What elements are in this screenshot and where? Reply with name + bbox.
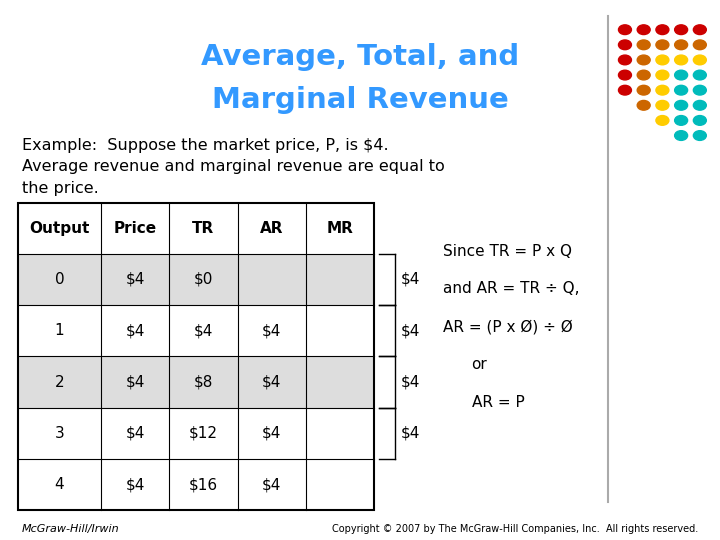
Text: $16: $16 [189,477,218,492]
Circle shape [656,100,669,110]
Circle shape [656,116,669,125]
Text: 4: 4 [55,477,64,492]
Text: MR: MR [327,221,354,235]
Circle shape [675,85,688,95]
Circle shape [637,40,650,50]
Circle shape [637,100,650,110]
Circle shape [618,70,631,80]
Text: $4: $4 [400,426,420,441]
Circle shape [675,131,688,140]
Text: $4: $4 [262,477,282,492]
Circle shape [693,40,706,50]
Text: $4: $4 [262,323,282,338]
Circle shape [656,55,669,65]
Text: and AR = TR ÷ Q,: and AR = TR ÷ Q, [443,281,580,296]
Circle shape [693,131,706,140]
Circle shape [618,85,631,95]
Text: $4: $4 [400,323,420,338]
Text: $4: $4 [400,272,420,287]
Text: TR: TR [192,221,215,235]
Circle shape [637,55,650,65]
Circle shape [693,100,706,110]
Text: $4: $4 [125,426,145,441]
Text: McGraw-Hill/Irwin: McGraw-Hill/Irwin [22,523,120,534]
Text: $12: $12 [189,426,218,441]
Circle shape [656,25,669,35]
Text: AR: AR [260,221,284,235]
Text: 1: 1 [55,323,64,338]
Bar [18,254,374,305]
Circle shape [637,70,650,80]
Text: $4: $4 [125,272,145,287]
Circle shape [675,116,688,125]
Text: $4: $4 [400,375,420,389]
Text: 2: 2 [55,375,64,389]
Circle shape [618,25,631,35]
Circle shape [637,85,650,95]
Text: Example:  Suppose the market price, P, is $4.: Example: Suppose the market price, P, is… [22,138,388,153]
Text: Output: Output [30,221,89,235]
Text: $8: $8 [194,375,213,389]
Text: AR = P: AR = P [472,395,524,410]
Text: Since TR = P x Q: Since TR = P x Q [443,244,572,259]
Circle shape [656,70,669,80]
Text: 3: 3 [55,426,64,441]
Text: $4: $4 [262,375,282,389]
Text: AR = (P x Ø) ÷ Ø: AR = (P x Ø) ÷ Ø [443,319,572,334]
Circle shape [693,70,706,80]
Circle shape [656,40,669,50]
Circle shape [618,55,631,65]
Circle shape [675,70,688,80]
Circle shape [637,25,650,35]
Circle shape [675,25,688,35]
Text: $4: $4 [194,323,213,338]
Text: $4: $4 [125,375,145,389]
Text: Copyright © 2007 by The McGraw-Hill Companies, Inc.  All rights reserved.: Copyright © 2007 by The McGraw-Hill Comp… [332,523,698,534]
Circle shape [693,116,706,125]
Text: Average, Total, and: Average, Total, and [201,43,519,71]
Text: or: or [472,357,487,372]
Circle shape [675,100,688,110]
Circle shape [693,55,706,65]
Circle shape [675,55,688,65]
Text: $4: $4 [262,426,282,441]
Circle shape [675,40,688,50]
Bar [18,356,374,408]
Circle shape [693,25,706,35]
Text: Average revenue and marginal revenue are equal to: Average revenue and marginal revenue are… [22,159,444,174]
Circle shape [656,85,669,95]
Circle shape [693,85,706,95]
Bar [18,202,374,510]
Text: $4: $4 [125,477,145,492]
Text: $0: $0 [194,272,213,287]
Text: Marginal Revenue: Marginal Revenue [212,86,508,114]
Circle shape [618,40,631,50]
Text: Price: Price [114,221,156,235]
Text: 0: 0 [55,272,64,287]
Text: $4: $4 [125,323,145,338]
Text: the price.: the price. [22,181,99,196]
